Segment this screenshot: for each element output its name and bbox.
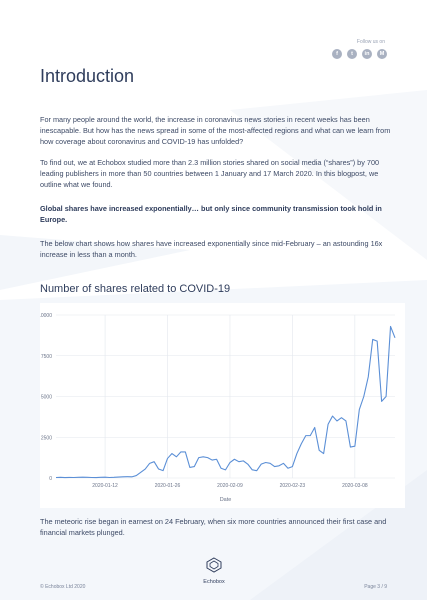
y-tick-label: 0 [49, 476, 52, 482]
shares-chart: 0 2500 5000 7500 10000 2020-01-12 2020-01-26 20… [38, 303, 405, 508]
x-axis-label: Date [220, 497, 232, 503]
medium-icon[interactable]: M [377, 49, 387, 59]
y-tick-label: 10000 [40, 313, 52, 319]
x-tick-label: 2020-02-09 [217, 483, 243, 489]
x-tick-label: 2020-03-08 [342, 483, 368, 489]
copyright-text: © Echobox Ltd 2020 [40, 584, 86, 590]
follow-us-label: Follow us on [356, 39, 385, 45]
x-tick-label: 2020-01-12 [92, 483, 118, 489]
x-tick-label: 2020-01-26 [155, 483, 181, 489]
chart-intro-paragraph: The below chart shows how shares have in… [40, 239, 383, 259]
chart-conclusion-paragraph: The meteoric rise began in earnest on 24… [40, 517, 387, 537]
facebook-icon[interactable]: f [332, 49, 342, 59]
linkedin-icon[interactable]: in [362, 49, 372, 59]
logo-text: Echobox [203, 579, 225, 585]
series-line [55, 325, 396, 479]
intro-paragraph-1: For many people around the world, the in… [40, 115, 391, 146]
echobox-logo-icon [206, 557, 222, 573]
echobox-logo: Echobox [196, 557, 232, 585]
page-number: Page 3 / 9 [364, 584, 387, 590]
intro-paragraph-2: To find out, we at Echobox studied more … [40, 158, 380, 189]
chart-title: Number of shares related to COVID-19 [40, 283, 231, 295]
section-heading: Global shares have increased exponential… [40, 204, 382, 224]
page-title: Introduction [40, 66, 135, 86]
shares-line-chart: 0 2500 5000 7500 10000 2020-01-12 2020-01-26 20… [38, 313, 396, 503]
x-tick-label: 2020-02-23 [280, 483, 306, 489]
social-links: f t in M [332, 49, 387, 59]
y-tick-label: 7500 [41, 354, 52, 360]
y-tick-label: 5000 [41, 395, 52, 401]
twitter-icon[interactable]: t [347, 49, 357, 59]
y-tick-label: 2500 [41, 435, 52, 441]
